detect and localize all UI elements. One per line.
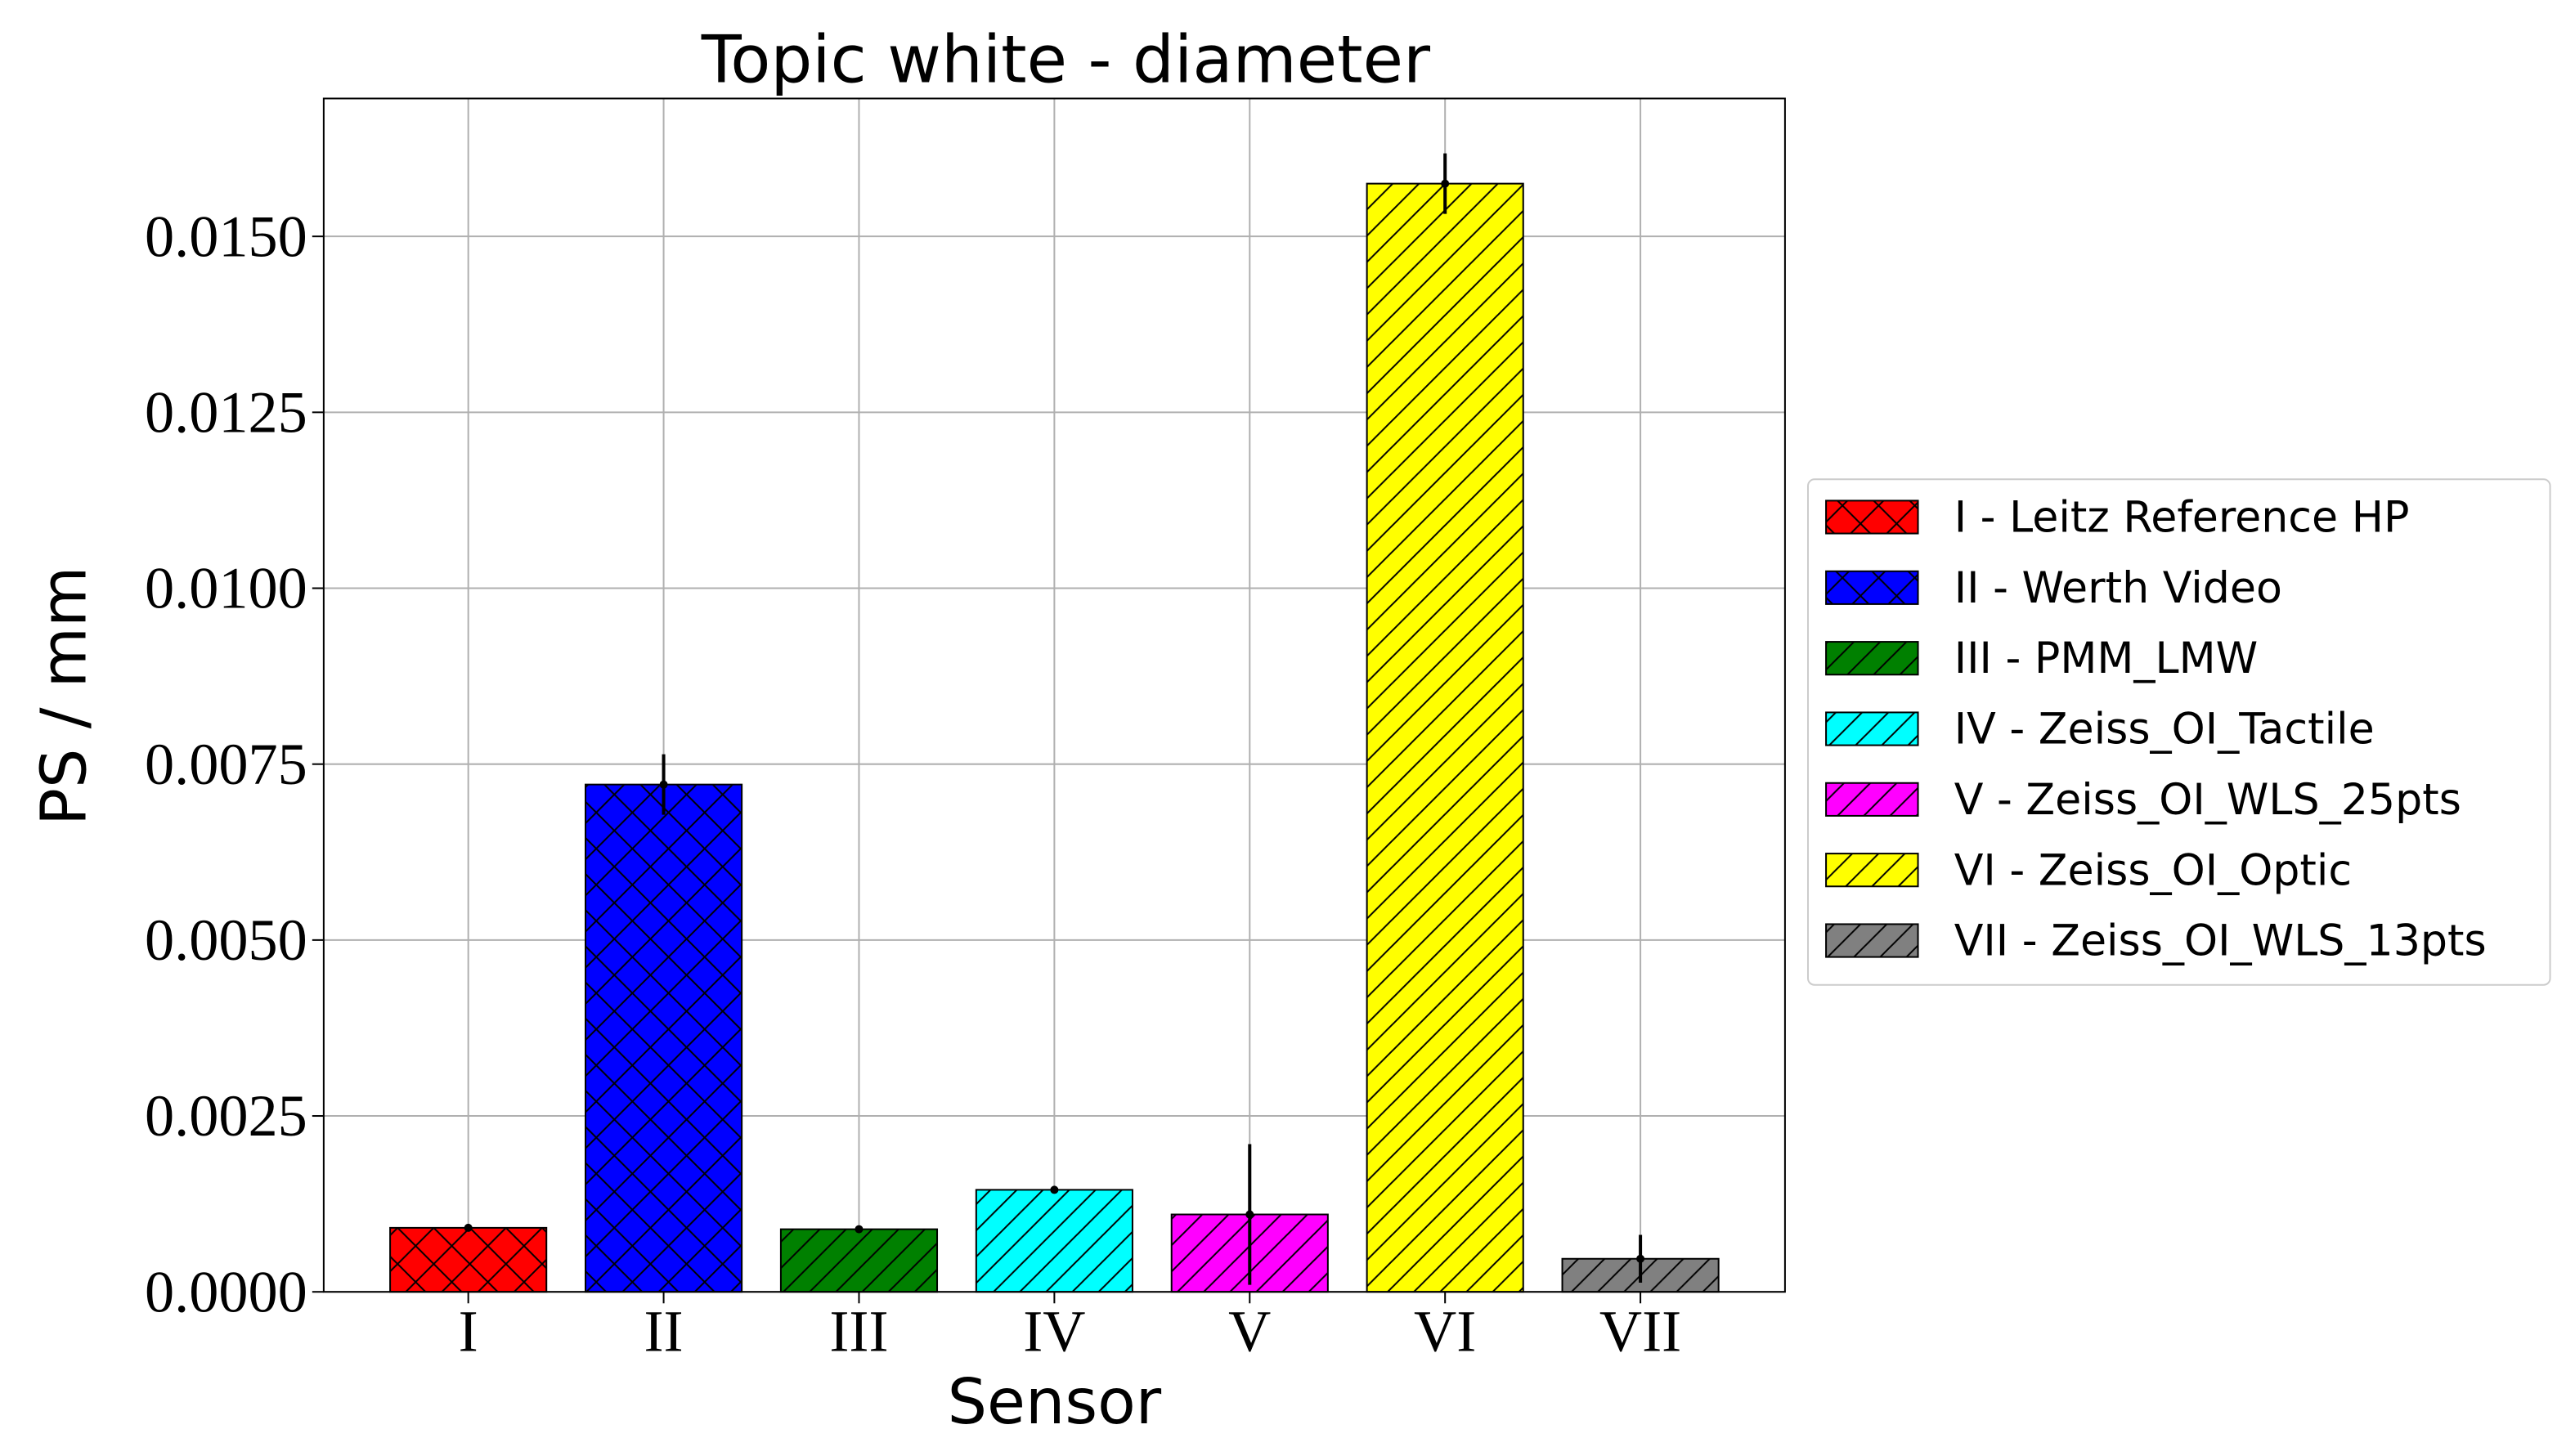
error-marker	[1636, 1254, 1645, 1263]
legend-swatch	[1825, 570, 1919, 605]
error-marker	[855, 1225, 864, 1234]
legend-label: IV - Zeiss_OI_Tactile	[1954, 706, 2375, 755]
x-tick-label: I	[459, 1298, 478, 1364]
error-marker	[659, 780, 668, 789]
plot-frame	[322, 97, 1786, 1293]
legend-label: III - PMM_LMW	[1954, 634, 2259, 683]
legend-label: I - Leitz Reference HP	[1954, 494, 2410, 543]
error-marker	[1441, 179, 1450, 188]
y-tick-label: 0.0000	[145, 1259, 307, 1324]
x-tick-label: III	[829, 1298, 888, 1364]
y-axis-label: PS / mm	[28, 567, 101, 826]
legend-label: V - Zeiss_OI_WLS_25pts	[1954, 776, 2461, 825]
bar	[584, 783, 743, 1293]
y-tick-label: 0.0025	[145, 1083, 307, 1149]
chart-title: Topic white - diameter	[701, 20, 1431, 97]
legend-swatch	[1825, 782, 1919, 817]
x-tick-label: II	[644, 1298, 683, 1364]
legend-swatch	[1825, 500, 1919, 535]
legend-swatch	[1825, 711, 1919, 746]
y-tick-label: 0.0075	[145, 732, 307, 797]
error-marker	[1050, 1185, 1059, 1194]
x-tick-label: VI	[1414, 1298, 1476, 1364]
legend-swatch	[1825, 641, 1919, 676]
bar	[975, 1189, 1133, 1293]
bar	[779, 1228, 939, 1293]
legend-label: II - Werth Video	[1954, 564, 2282, 613]
y-tick-label: 0.0100	[145, 556, 307, 621]
legend-swatch	[1825, 853, 1919, 888]
legend-swatch	[1825, 923, 1919, 958]
y-tick-label: 0.0150	[145, 204, 307, 269]
bar	[1366, 182, 1524, 1293]
x-tick-label: V	[1228, 1298, 1271, 1364]
y-tick-label: 0.0125	[145, 379, 307, 445]
y-tick-label: 0.0050	[145, 907, 307, 973]
bar	[389, 1226, 548, 1293]
error-marker	[1245, 1210, 1254, 1219]
legend-label: VII - Zeiss_OI_WLS_13pts	[1954, 917, 2487, 966]
legend-box	[1806, 478, 2551, 986]
legend-label: VI - Zeiss_OI_Optic	[1954, 846, 2352, 895]
x-axis-label: Sensor	[948, 1365, 1162, 1438]
x-tick-label: IV	[1023, 1298, 1085, 1364]
error-marker	[464, 1223, 473, 1232]
x-tick-label: VII	[1599, 1298, 1681, 1364]
